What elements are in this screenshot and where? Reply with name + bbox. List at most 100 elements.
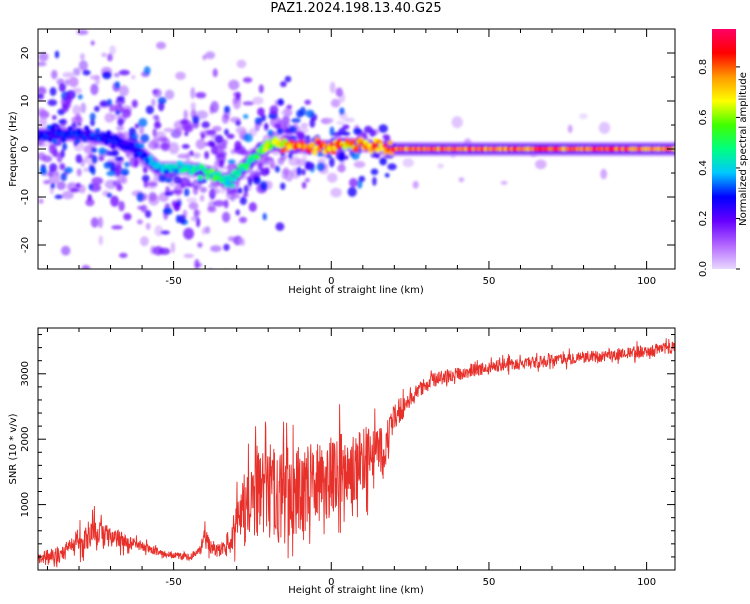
spectrogram-blob [208,142,216,148]
spectrogram-blob [268,114,277,119]
spectrogram-blob [106,170,116,177]
spectrogram-blob [110,104,118,112]
spectrogram-blob [54,194,63,199]
y-tick-label: 3000 [20,361,31,386]
spectrogram-blob [72,67,81,76]
spectrogram-blob [193,209,201,216]
spectrogram-ridge-cell [148,155,154,161]
spectrogram-blob [335,87,343,97]
spectrogram-blob [111,225,123,230]
spectrogram-blob [151,137,159,148]
spectrogram-blob [235,209,240,216]
spectrogram-blob [223,199,229,209]
spectrogram-blob [224,128,229,136]
x-tick-label: -50 [165,577,181,588]
spectrogram-blob [152,88,162,98]
spectrogram-blob [168,142,180,155]
spectrogram-blob [347,186,357,197]
spectrogram-blob [53,170,60,176]
spectrogram-blob [351,151,360,160]
spectrogram-blob [300,122,309,128]
spectrogram-blob [316,162,325,172]
y-tick-label: 0 [20,146,31,152]
spectrogram-blob [264,156,273,162]
spectrogram-blob [51,69,58,80]
spectrogram-blob [117,118,124,127]
spectrogram-blob [104,179,117,190]
spectrogram-blob [77,94,83,100]
spectrogram-blob [98,235,104,246]
spectrogram-ridge-cell [279,142,285,148]
spectrogram-blob [134,158,139,168]
spectrogram-ridge-cell [52,138,58,144]
spectrogram-ridge-cell [280,148,286,154]
spectrogram-blob [89,75,100,80]
spectrogram-blob [87,194,92,202]
spectrogram-blob [88,183,94,191]
spectrogram-blob [156,41,166,50]
spectrogram-blob [99,100,110,107]
spectrogram-blob [116,95,125,102]
y-tick-label: 10 [20,95,31,108]
spectrogram-blob [243,114,249,119]
spectrogram-blob [136,192,144,202]
spectrogram-blob [344,117,355,123]
spectrogram-blob [75,182,82,189]
spectrogram-blob [259,180,268,191]
spectrogram-blob [186,182,194,188]
spectrogram-blob [269,105,279,115]
snr-x-axis-label: Height of straight line (km) [288,585,424,596]
spectrogram-blob [190,102,196,111]
spectrogram-blob [197,242,203,248]
spectrogram-blob [184,131,189,137]
spectrogram-blob [173,175,182,185]
spectrogram-blob [296,109,303,118]
spectrogram-blob [72,104,81,116]
y-tick-label: -10 [20,189,31,205]
spectrogram-blob [242,77,253,83]
spectrogram-blob [137,205,144,210]
spectrogram-blob [38,61,47,67]
spectrogram-blob [228,79,240,91]
y-tick-label: -20 [20,237,31,253]
spectrogram-ridge-cell [205,174,211,180]
spectrogram-heatmap [38,29,675,292]
spectrogram-blob [217,285,221,292]
spectrogram-blob [180,119,189,125]
spectrogram-blob [164,89,175,100]
spectrogram-blob [90,147,98,153]
spectrogram-blob [304,177,310,183]
spectrogram-ridge-cell [173,164,179,170]
spectrogram-blob [143,66,151,75]
spectrogram-blob [235,92,241,101]
spectrogram-blob [56,181,66,191]
spectrogram-blob [199,194,205,202]
spectrogram-blob [378,124,388,133]
spectrogram-blob [183,188,190,197]
spectrogram-blob [119,252,128,258]
spectrogram-blob [106,98,113,107]
spectrogram-blob [165,177,173,183]
spectrogram-blob [204,151,210,160]
spectrogram-blob [210,188,221,195]
spectrogram-blob [90,83,99,96]
spectrogram-blob [239,196,247,205]
spectrogram-blob [192,115,200,124]
spectrogram-ridge-cell [382,143,388,149]
colorbar-ticks: 0.0 0.2 0.4 0.6 0.8 [698,59,740,277]
spectrogram-blob [175,71,186,80]
spectrogram-blob [131,74,136,80]
spectrogram-blob [305,109,315,118]
snr-series-line [38,338,675,568]
spectrogram-blob [188,202,199,210]
spectrogram-ridge-cell [180,162,186,168]
spectrogram-blob [260,114,266,122]
spectrogram-ridge-cell [134,142,140,148]
spectrogram-blob [160,230,170,235]
spectrogram-blob [80,102,87,114]
spectrogram-blob [277,98,284,106]
spectrogram-blob [358,175,366,183]
spectrogram-blob [180,183,185,189]
spectrogram-blob [174,127,183,136]
